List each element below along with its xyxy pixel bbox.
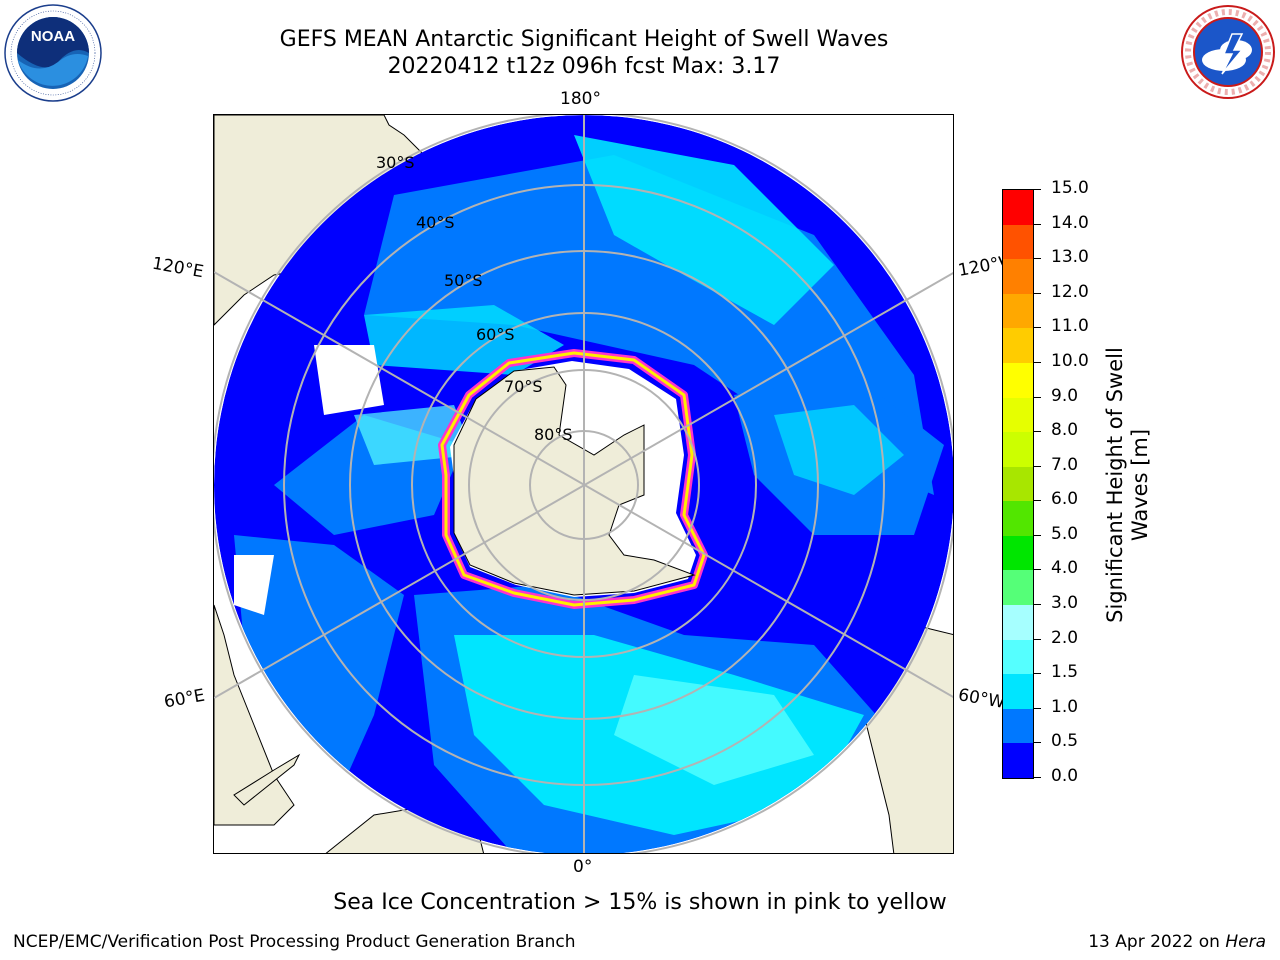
colorbar-tick-mark [1034, 292, 1041, 294]
polar-map: 30°S 40°S 50°S 60°S 70°S 80°S [213, 114, 954, 854]
colorbar-tick-mark [1034, 500, 1041, 502]
colorbar-tick-mark [1034, 638, 1041, 640]
lat-label-80s: 80°S [534, 425, 573, 444]
colorbar-label: Significant Height of Swell Waves [m] [1103, 325, 1153, 645]
colorbar-tick-label: 1.5 [1051, 662, 1079, 683]
colorbar-tick-label: 1.0 [1051, 696, 1079, 717]
colorbar-tick-label: 13.0 [1051, 247, 1089, 268]
colorbar-tick-mark [1034, 742, 1041, 744]
colorbar-segment [1003, 639, 1033, 675]
colorbar-tick-mark [1034, 258, 1041, 260]
colorbar-segment [1003, 327, 1033, 363]
colorbar-label-line1: Significant Height of Swell [1103, 347, 1127, 623]
colorbar-label-line2: Waves [m] [1128, 428, 1152, 542]
colorbar-tick-mark [1034, 465, 1041, 467]
colorbar-tick-mark [1034, 604, 1041, 606]
nws-logo [1180, 4, 1276, 104]
colorbar-tick-label: 5.0 [1051, 523, 1079, 544]
colorbar-tick-mark [1034, 431, 1041, 433]
map-title: GEFS MEAN Antarctic Significant Height o… [279, 27, 889, 52]
colorbar-tick-label: 14.0 [1051, 212, 1089, 233]
colorbar-segment [1003, 535, 1033, 571]
colorbar-segment [1003, 708, 1033, 744]
sea-ice-note: Sea Ice Concentration > 15% is shown in … [333, 890, 947, 915]
colorbar-tick-mark [1034, 396, 1041, 398]
polar-map-canvas [214, 115, 953, 853]
colorbar-tick-label: 6.0 [1051, 489, 1079, 510]
colorbar-tick-mark [1034, 361, 1041, 363]
colorbar [1002, 189, 1034, 779]
colorbar-tick-mark [1034, 223, 1041, 225]
svg-text:NOAA: NOAA [31, 28, 75, 45]
colorbar-segment [1003, 397, 1033, 433]
colorbar-segment [1003, 431, 1033, 467]
colorbar-tick-mark [1034, 673, 1041, 675]
footer-date-text: 13 Apr 2022 on [1088, 932, 1226, 952]
colorbar-tick-label: 9.0 [1051, 385, 1079, 406]
colorbar-segment [1003, 569, 1033, 606]
colorbar-segment [1003, 362, 1033, 398]
colorbar-tick-mark [1034, 534, 1041, 536]
colorbar-tick-label: 2.0 [1051, 627, 1079, 648]
lat-label-50s: 50°S [444, 271, 483, 290]
antarctica [438, 349, 708, 609]
colorbar-segment [1003, 500, 1033, 536]
lat-label-70s: 70°S [504, 377, 543, 396]
colorbar-tick-mark [1034, 569, 1041, 571]
colorbar-tick-label: 8.0 [1051, 420, 1079, 441]
lat-label-30s: 30°S [376, 153, 415, 172]
footer-date: 13 Apr 2022 on Hera [1088, 932, 1266, 952]
colorbar-tick-mark [1034, 777, 1041, 778]
lon-label-0: 0° [573, 857, 593, 877]
colorbar-tick-label: 12.0 [1051, 281, 1089, 302]
lon-label-60e: 60°E [162, 685, 207, 713]
colorbar-tick-label: 15.0 [1051, 178, 1089, 198]
lat-label-40s: 40°S [416, 213, 455, 232]
colorbar-tick-mark [1034, 189, 1041, 190]
colorbar-segment [1003, 742, 1033, 778]
colorbar-tick-label: 4.0 [1051, 558, 1079, 579]
graticule [214, 115, 953, 853]
colorbar-segment [1003, 466, 1033, 502]
colorbar-tick-label: 7.0 [1051, 454, 1079, 475]
footer-machine: Hera [1225, 932, 1266, 952]
colorbar-tick-label: 3.0 [1051, 593, 1079, 614]
footer-credit: NCEP/EMC/Verification Post Processing Pr… [13, 932, 576, 952]
colorbar-tick-label: 0.5 [1051, 731, 1079, 752]
colorbar-tick-label: 10.0 [1051, 350, 1089, 371]
noaa-logo: NOAA [4, 4, 102, 106]
colorbar-tick-label: 0.0 [1051, 766, 1079, 786]
map-subtitle: 20220412 t12z 096h fcst Max: 3.17 [387, 54, 781, 79]
lon-label-120e: 120°E [150, 253, 206, 283]
lat-label-60s: 60°S [476, 325, 515, 344]
colorbar-segment [1003, 293, 1033, 329]
colorbar-segment [1003, 190, 1033, 225]
lon-label-60w: 60°W [956, 685, 1007, 713]
colorbar-tick-mark [1034, 327, 1041, 329]
colorbar-segment [1003, 258, 1033, 294]
lon-label-180: 180° [560, 89, 601, 109]
colorbar-segment [1003, 604, 1033, 640]
colorbar-segment [1003, 673, 1033, 709]
colorbar-tick-label: 11.0 [1051, 316, 1089, 337]
colorbar-segment [1003, 224, 1033, 260]
colorbar-tick-mark [1034, 707, 1041, 709]
